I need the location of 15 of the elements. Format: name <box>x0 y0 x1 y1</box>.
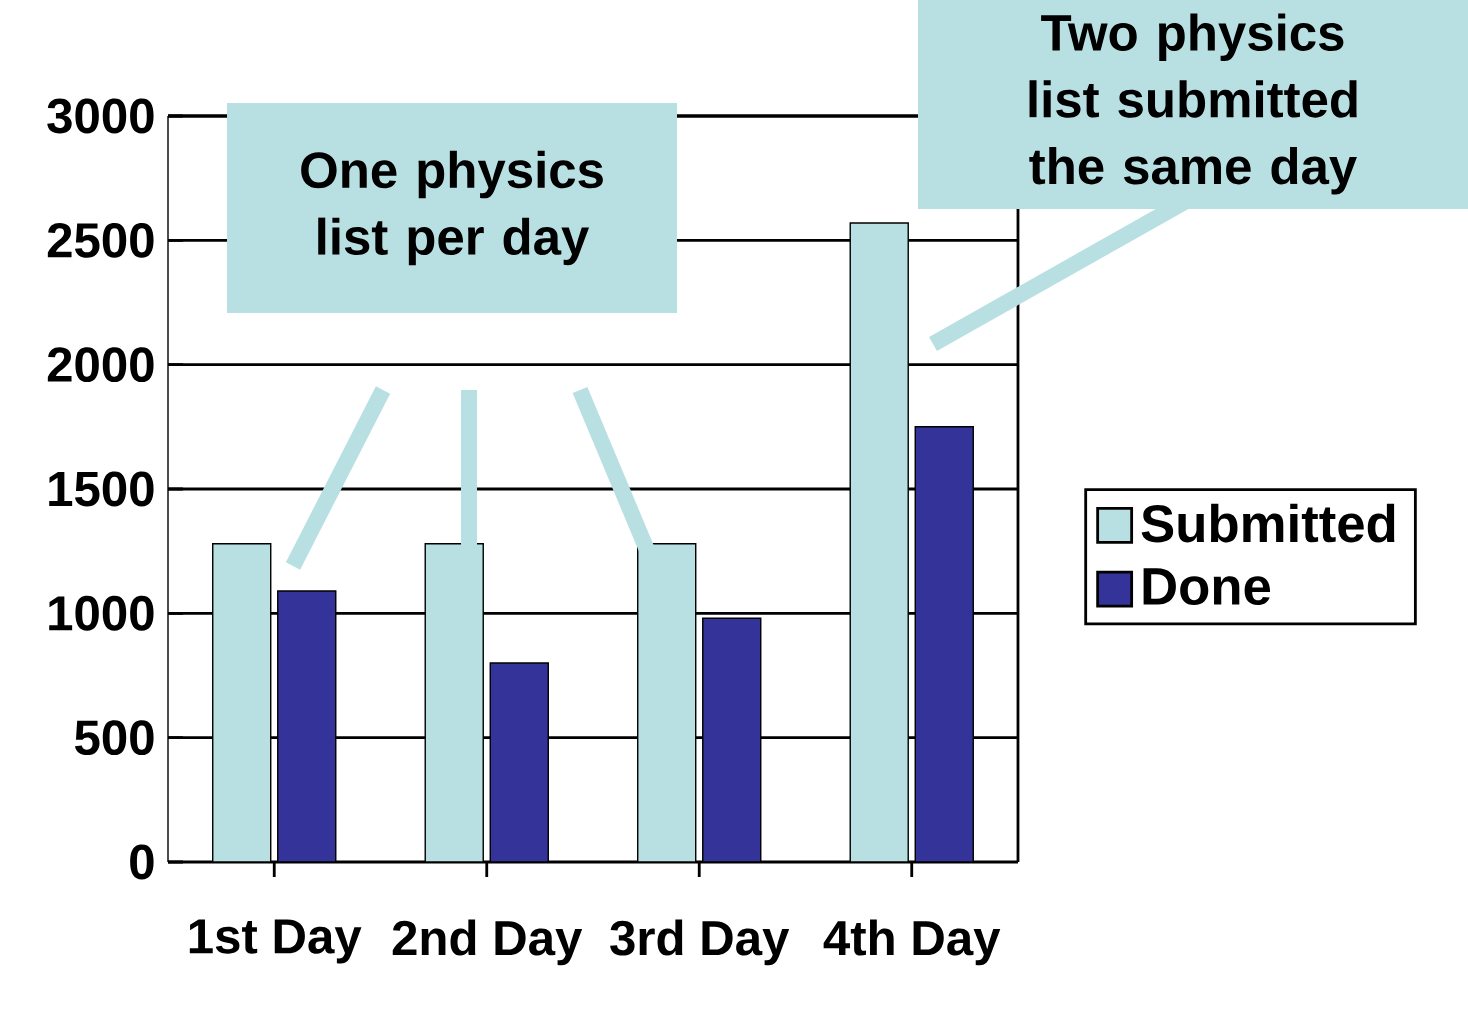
annotation: One physics list per day <box>301 150 603 266</box>
y-tick-label: 1000 <box>49 595 154 631</box>
y-tick-label: 2500 <box>47 222 154 258</box>
y-tick-label: 0 <box>130 844 154 880</box>
legend-label: Submitted <box>1141 503 1395 543</box>
y-tick-label: 1500 <box>49 471 154 507</box>
x-tick-label: 2nd Day <box>392 919 583 966</box>
y-tick-label: 2000 <box>47 347 154 383</box>
x-tick-label: 4th Day <box>823 919 1001 966</box>
x-tick-label: 3rd Day <box>610 919 790 966</box>
legend-label: Done <box>1143 568 1271 606</box>
x-tick-label: 1st Day <box>189 919 362 964</box>
text: Two physics list submitted the same day <box>1029 13 1357 195</box>
y-tick-label: 3000 <box>47 98 154 134</box>
y-tick-label: 500 <box>74 720 154 756</box>
